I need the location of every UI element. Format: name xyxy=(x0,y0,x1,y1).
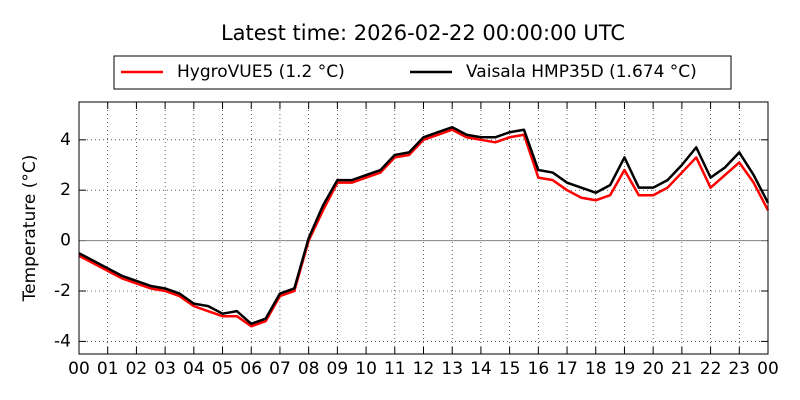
series-line xyxy=(78,125,770,326)
y-tick-label: -2 xyxy=(54,281,71,301)
x-tick-label: 07 xyxy=(269,359,291,379)
x-tick-label: 05 xyxy=(212,359,234,379)
y-tick-label: 0 xyxy=(60,231,71,251)
y-tick-label: -4 xyxy=(54,331,71,351)
x-tick-label: 23 xyxy=(728,359,750,379)
x-tick-label: 03 xyxy=(154,359,176,379)
x-tick-label: 15 xyxy=(499,359,521,379)
x-tick-label: 13 xyxy=(441,359,463,379)
x-tick-label: 11 xyxy=(384,359,406,379)
y-tick-label: 2 xyxy=(60,180,71,200)
x-tick-label: 09 xyxy=(327,359,349,379)
y-tick-label: 4 xyxy=(60,130,71,150)
x-tick-label: 19 xyxy=(614,359,636,379)
x-tick-label: 10 xyxy=(355,359,377,379)
x-tick-label: 16 xyxy=(528,359,550,379)
x-tick-label: 04 xyxy=(183,359,205,379)
x-tick-label: 08 xyxy=(298,359,320,379)
x-tick-label: 20 xyxy=(642,359,664,379)
x-tick-label: 14 xyxy=(470,359,492,379)
x-tick-label: 01 xyxy=(97,359,119,379)
x-tick-label: 00 xyxy=(68,359,90,379)
x-tick-label: 17 xyxy=(556,359,578,379)
legend-label: HygroVUE5 (1.2 °C) xyxy=(177,62,345,82)
x-tick-label: 22 xyxy=(700,359,722,379)
x-tick-label: 06 xyxy=(240,359,262,379)
x-tick-label: 00 xyxy=(757,359,779,379)
x-tick-label: 02 xyxy=(126,359,148,379)
x-tick-label: 12 xyxy=(413,359,435,379)
legend-label: Vaisala HMP35D (1.674 °C) xyxy=(466,62,697,82)
y-axis-label: Temperature (°C) xyxy=(20,155,40,303)
chart-title: Latest time: 2026-02-22 00:00:00 UTC xyxy=(221,21,625,45)
series-line xyxy=(78,128,770,328)
x-tick-label: 18 xyxy=(585,359,607,379)
plot-frame xyxy=(78,101,769,355)
x-tick-label: 21 xyxy=(671,359,693,379)
